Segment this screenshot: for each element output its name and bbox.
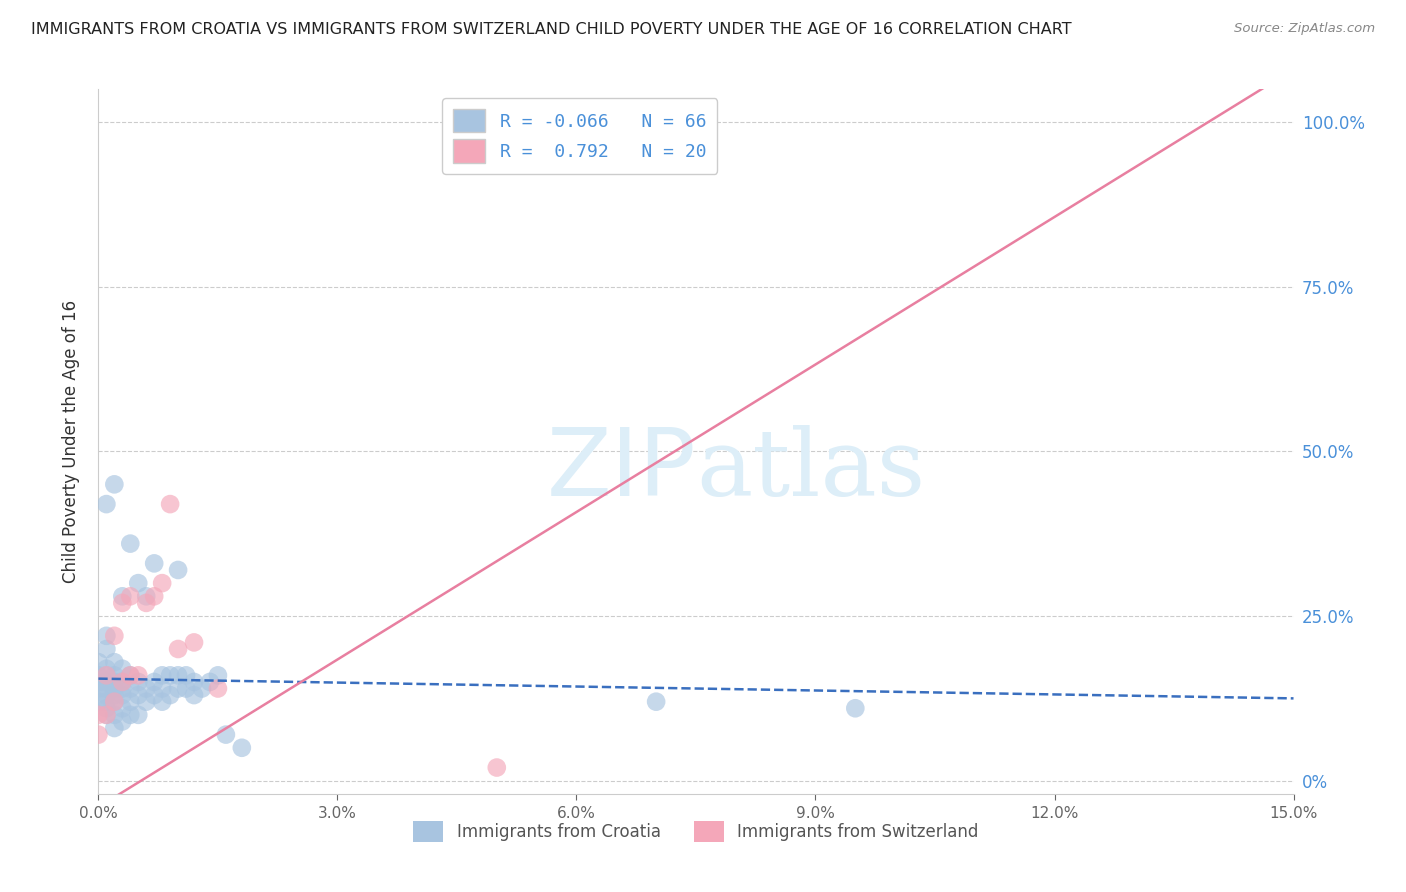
Point (120, 590, 142, 604)
Point (103, 629, 125, 643)
Point (96, 681, 118, 696)
Point (120, 707, 142, 722)
Point (103, 681, 125, 696)
Point (167, 681, 190, 696)
Point (150, 695, 173, 709)
Point (207, 681, 229, 696)
Point (87, 695, 110, 709)
Point (111, 688, 134, 702)
Point (143, 688, 166, 702)
Point (215, 728, 238, 742)
Point (103, 655, 125, 669)
Point (96, 642, 118, 657)
Point (103, 695, 125, 709)
Point (96, 668, 118, 682)
Point (159, 688, 181, 702)
Point (645, 695, 668, 709)
Point (120, 536, 142, 550)
Point (167, 668, 190, 682)
Point (167, 642, 190, 657)
Point (96, 707, 118, 722)
Point (159, 497, 181, 511)
Point (127, 668, 149, 682)
Text: IMMIGRANTS FROM CROATIA VS IMMIGRANTS FROM SWITZERLAND CHILD POVERTY UNDER THE A: IMMIGRANTS FROM CROATIA VS IMMIGRANTS FR… (31, 22, 1071, 37)
Point (127, 576, 149, 591)
Point (87, 681, 110, 696)
Point (127, 688, 149, 702)
Point (174, 668, 197, 682)
Point (103, 721, 125, 735)
Point (103, 688, 125, 702)
Point (103, 674, 125, 689)
Point (231, 740, 253, 755)
Point (87, 655, 110, 669)
Point (167, 563, 190, 577)
Text: Source: ZipAtlas.com: Source: ZipAtlas.com (1234, 22, 1375, 36)
Point (103, 668, 125, 682)
Point (96, 668, 118, 682)
Point (127, 674, 149, 689)
Point (111, 701, 134, 715)
Point (96, 695, 118, 709)
Point (103, 707, 125, 722)
Point (135, 590, 157, 604)
Point (87, 668, 110, 682)
Point (143, 674, 166, 689)
Point (120, 668, 142, 682)
Point (127, 707, 149, 722)
Point (96, 707, 118, 722)
Point (485, 760, 508, 774)
Point (111, 714, 134, 729)
Point (198, 674, 221, 689)
Point (159, 668, 181, 682)
Point (87, 674, 110, 689)
Point (96, 662, 118, 676)
Text: atlas: atlas (696, 425, 925, 515)
Point (87, 728, 110, 742)
Point (111, 674, 134, 689)
Point (120, 695, 142, 709)
Point (96, 688, 118, 702)
Legend: Immigrants from Croatia, Immigrants from Switzerland: Immigrants from Croatia, Immigrants from… (406, 814, 986, 849)
Point (96, 497, 118, 511)
Point (844, 701, 866, 715)
Point (191, 681, 214, 696)
Point (111, 596, 134, 610)
Point (135, 596, 157, 610)
Point (150, 668, 173, 682)
Point (135, 681, 157, 696)
Point (111, 674, 134, 689)
Point (183, 688, 205, 702)
Point (111, 681, 134, 696)
Point (207, 668, 229, 682)
Point (661, 115, 683, 129)
Point (174, 681, 197, 696)
Point (111, 662, 134, 676)
Point (111, 590, 134, 604)
Point (135, 695, 157, 709)
Point (120, 668, 142, 682)
Point (96, 674, 118, 689)
Point (120, 681, 142, 696)
Y-axis label: Child Poverty Under the Age of 16: Child Poverty Under the Age of 16 (62, 300, 80, 583)
Point (183, 635, 205, 649)
Point (96, 701, 118, 715)
Point (183, 674, 205, 689)
Text: ZIP: ZIP (547, 424, 696, 516)
Point (143, 557, 166, 571)
Point (150, 681, 173, 696)
Point (143, 590, 166, 604)
Point (96, 629, 118, 643)
Point (150, 576, 173, 591)
Point (103, 695, 125, 709)
Point (87, 707, 110, 722)
Point (103, 477, 125, 491)
